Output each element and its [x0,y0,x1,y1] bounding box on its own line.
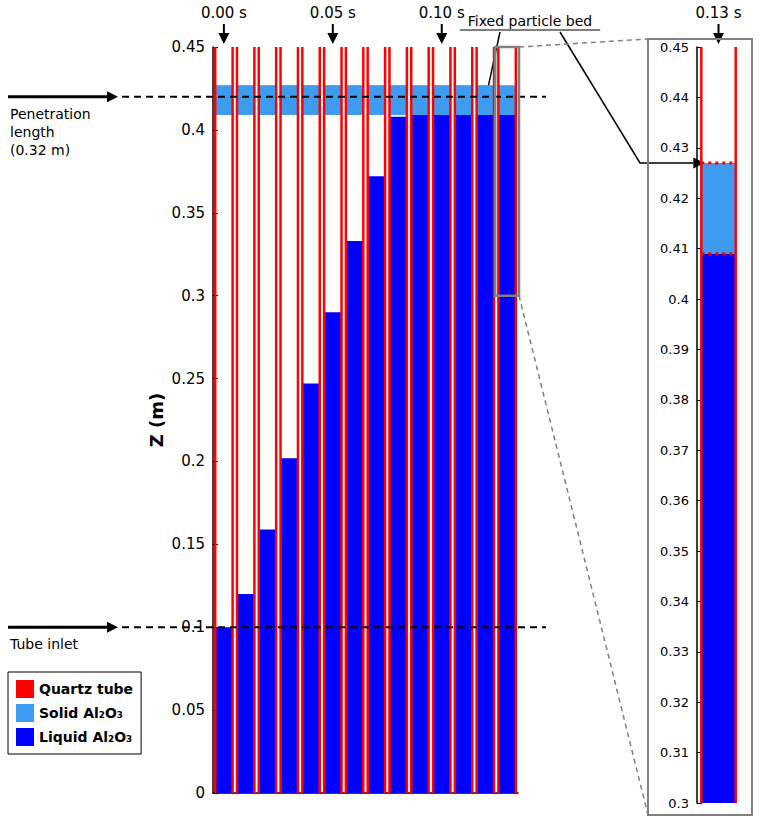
svg-text:(0.32 m): (0.32 m) [10,142,70,158]
svg-text:0: 0 [195,784,205,802]
svg-text:0.33: 0.33 [660,644,689,659]
svg-text:0.13 s: 0.13 s [696,4,742,22]
svg-text:0.1: 0.1 [181,618,205,637]
svg-text:0.05 s: 0.05 s [310,4,356,22]
svg-text:0.4: 0.4 [181,121,205,139]
svg-text:0.41: 0.41 [660,241,689,256]
svg-text:0.37: 0.37 [660,443,689,458]
svg-text:0.43: 0.43 [660,140,689,155]
svg-text:0.2: 0.2 [181,452,205,470]
svg-text:Penetration: Penetration [10,106,91,122]
svg-text:0.25: 0.25 [172,370,205,388]
svg-text:Z (m): Z (m) [146,393,167,448]
svg-text:0.05: 0.05 [172,701,205,719]
svg-text:0.39: 0.39 [660,342,689,357]
svg-text:0.3: 0.3 [181,287,205,305]
svg-text:0.00 s: 0.00 s [201,4,247,22]
svg-text:0.35: 0.35 [660,544,689,559]
svg-text:0.15: 0.15 [172,535,205,553]
svg-text:Fixed particle bed: Fixed particle bed [468,13,592,29]
svg-text:0.45: 0.45 [172,38,205,56]
svg-text:0.38: 0.38 [660,392,689,407]
svg-text:length: length [10,124,55,140]
svg-text:0.45: 0.45 [660,40,689,55]
svg-text:0.32: 0.32 [660,695,689,710]
svg-text:0.44: 0.44 [660,90,689,105]
svg-text:Liquid Al₂O₃: Liquid Al₂O₃ [39,729,132,745]
svg-text:0.3: 0.3 [668,796,689,811]
svg-text:0.36: 0.36 [660,493,689,508]
svg-text:0.42: 0.42 [660,191,689,206]
svg-text:Solid Al₂O₃: Solid Al₂O₃ [39,705,123,721]
svg-text:0.10 s: 0.10 s [419,4,465,22]
svg-text:0.35: 0.35 [172,204,205,222]
svg-text:0.4: 0.4 [668,292,689,307]
svg-text:Tube inlet: Tube inlet [9,636,79,652]
svg-text:0.31: 0.31 [660,745,689,760]
svg-text:Quartz tube: Quartz tube [39,681,133,697]
svg-text:0.34: 0.34 [660,594,689,609]
